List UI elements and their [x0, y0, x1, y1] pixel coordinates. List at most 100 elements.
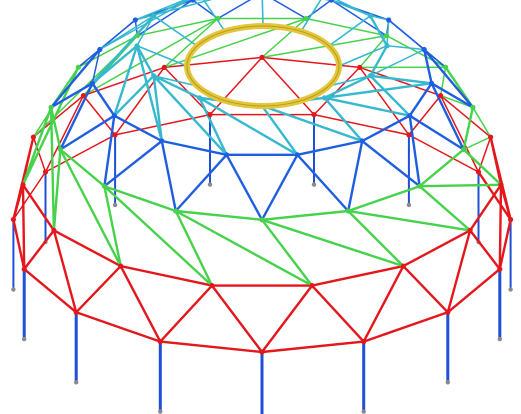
node	[73, 309, 79, 315]
node	[417, 183, 423, 189]
post-foot	[22, 336, 27, 342]
member	[49, 106, 62, 151]
node	[118, 263, 124, 269]
member	[408, 114, 465, 151]
node	[438, 93, 444, 99]
member	[347, 139, 364, 213]
member	[499, 183, 512, 221]
member	[49, 48, 102, 109]
member	[313, 113, 410, 136]
node	[157, 339, 163, 345]
member	[387, 19, 425, 51]
member	[439, 94, 492, 138]
node	[134, 33, 140, 39]
node	[443, 64, 449, 70]
node	[101, 183, 107, 189]
member	[260, 340, 365, 354]
post-foot	[112, 202, 118, 208]
member	[152, 0, 189, 17]
node	[173, 208, 179, 214]
member	[261, 17, 307, 59]
member	[44, 134, 116, 173]
member	[462, 148, 503, 187]
member	[202, 0, 226, 33]
node	[294, 152, 300, 158]
post-foot	[445, 380, 450, 385]
member	[152, 75, 198, 87]
member	[152, 74, 164, 143]
post-foot	[158, 409, 163, 414]
node	[461, 146, 467, 153]
node	[151, 73, 157, 79]
member	[52, 148, 62, 232]
member	[335, 0, 372, 17]
member	[159, 340, 264, 354]
member	[498, 183, 503, 271]
member	[418, 148, 465, 188]
member	[91, 82, 116, 117]
node	[429, 80, 435, 86]
member	[310, 264, 405, 287]
member	[446, 267, 501, 314]
member	[174, 153, 228, 213]
member	[408, 114, 421, 188]
node	[367, 73, 373, 79]
member	[472, 106, 492, 138]
member	[323, 96, 364, 143]
node	[357, 64, 363, 70]
member	[23, 267, 78, 314]
member	[136, 15, 155, 47]
node	[328, 0, 334, 3]
node	[367, 13, 373, 19]
member	[260, 104, 299, 157]
member	[163, 56, 263, 69]
member	[52, 229, 78, 314]
member	[369, 44, 389, 78]
node	[132, 17, 138, 23]
node	[321, 95, 328, 101]
member	[386, 45, 425, 51]
node	[75, 64, 81, 70]
member	[160, 139, 178, 213]
member	[423, 48, 475, 109]
member	[418, 183, 503, 188]
member	[91, 48, 101, 85]
member	[217, 0, 252, 20]
member	[135, 44, 164, 143]
member	[446, 229, 472, 314]
member	[439, 94, 480, 173]
member	[198, 96, 299, 157]
node	[159, 138, 165, 144]
member	[152, 74, 228, 157]
member	[103, 184, 122, 268]
member	[260, 218, 405, 268]
member	[59, 114, 116, 151]
member	[198, 96, 228, 157]
member	[91, 14, 155, 85]
member	[260, 284, 314, 354]
member	[358, 66, 410, 136]
member	[59, 82, 94, 151]
member	[369, 74, 411, 117]
post-foot	[497, 336, 502, 342]
node	[134, 43, 140, 49]
node	[421, 46, 427, 53]
member	[439, 66, 447, 97]
node	[309, 283, 315, 289]
node	[161, 64, 167, 70]
member	[296, 139, 364, 157]
member	[82, 17, 219, 97]
member	[296, 153, 350, 213]
member	[113, 114, 164, 143]
member	[260, 153, 299, 222]
member	[323, 74, 372, 100]
member	[361, 114, 411, 143]
member	[402, 229, 472, 268]
member	[174, 209, 264, 222]
member	[135, 44, 155, 78]
node	[361, 339, 367, 345]
node	[311, 112, 317, 118]
node	[497, 266, 503, 272]
member	[418, 184, 472, 232]
member	[261, 56, 315, 116]
